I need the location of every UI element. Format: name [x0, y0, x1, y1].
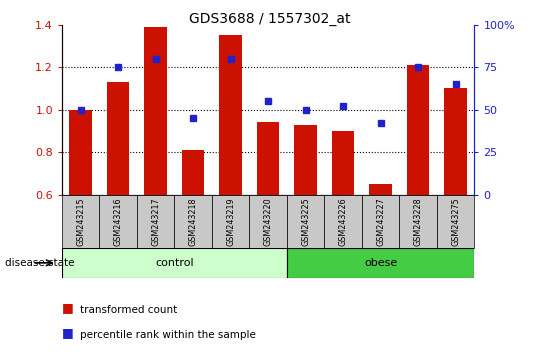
- Text: ■: ■: [62, 326, 74, 339]
- Bar: [332, 131, 354, 195]
- Bar: [62, 248, 287, 278]
- Bar: [212, 195, 250, 248]
- Text: GSM243217: GSM243217: [151, 197, 160, 246]
- Bar: [444, 88, 467, 195]
- Text: GSM243227: GSM243227: [376, 197, 385, 246]
- Bar: [144, 27, 167, 195]
- Bar: [257, 122, 279, 195]
- Text: GSM243220: GSM243220: [264, 197, 273, 246]
- Text: GSM243216: GSM243216: [114, 197, 123, 246]
- Bar: [287, 248, 474, 278]
- Bar: [287, 195, 324, 248]
- Bar: [250, 195, 287, 248]
- Text: GSM243228: GSM243228: [413, 197, 423, 246]
- Text: disease state: disease state: [5, 258, 75, 268]
- Bar: [175, 195, 212, 248]
- Bar: [100, 195, 137, 248]
- Text: percentile rank within the sample: percentile rank within the sample: [80, 330, 255, 339]
- Text: GDS3688 / 1557302_at: GDS3688 / 1557302_at: [189, 12, 350, 27]
- Bar: [182, 150, 204, 195]
- Bar: [137, 195, 175, 248]
- Bar: [362, 195, 399, 248]
- Bar: [437, 195, 474, 248]
- Bar: [70, 110, 92, 195]
- Text: GSM243275: GSM243275: [451, 197, 460, 246]
- Bar: [407, 65, 430, 195]
- Bar: [219, 35, 242, 195]
- Bar: [399, 195, 437, 248]
- Text: obese: obese: [364, 258, 397, 268]
- Bar: [324, 195, 362, 248]
- Text: ■: ■: [62, 302, 74, 314]
- Bar: [294, 125, 317, 195]
- Text: GSM243219: GSM243219: [226, 197, 235, 246]
- Bar: [107, 82, 129, 195]
- Text: GSM243226: GSM243226: [338, 197, 348, 246]
- Text: transformed count: transformed count: [80, 305, 177, 315]
- Text: GSM243218: GSM243218: [189, 197, 198, 246]
- Bar: [62, 195, 100, 248]
- Text: GSM243215: GSM243215: [76, 197, 85, 246]
- Bar: [369, 184, 392, 195]
- Text: control: control: [155, 258, 194, 268]
- Text: GSM243225: GSM243225: [301, 197, 310, 246]
